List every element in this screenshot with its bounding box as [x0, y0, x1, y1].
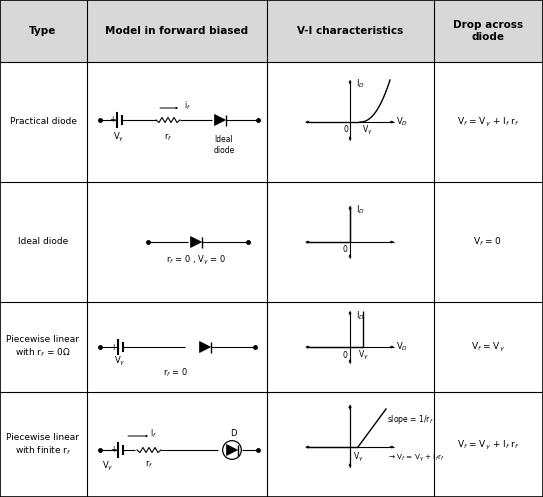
- Text: I$_f$: I$_f$: [150, 428, 157, 440]
- Text: V$_\gamma$: V$_\gamma$: [114, 354, 126, 368]
- Text: i$_f$: i$_f$: [184, 100, 191, 112]
- Text: I$_D$: I$_D$: [356, 204, 365, 217]
- Text: +: +: [110, 445, 116, 454]
- Text: 0: 0: [342, 350, 347, 359]
- Polygon shape: [226, 444, 237, 455]
- Text: Practical diode: Practical diode: [9, 117, 77, 127]
- Text: Model in forward biased: Model in forward biased: [105, 26, 249, 36]
- Text: 0: 0: [344, 125, 349, 134]
- Text: V$_\gamma$: V$_\gamma$: [362, 123, 372, 137]
- Text: r$_f$ = 0 , V$_\gamma$ = 0: r$_f$ = 0 , V$_\gamma$ = 0: [166, 253, 226, 266]
- Text: V$_\gamma$: V$_\gamma$: [358, 348, 368, 361]
- Text: V$_\gamma$: V$_\gamma$: [102, 459, 114, 473]
- Polygon shape: [191, 237, 201, 248]
- Text: r$_f$: r$_f$: [164, 131, 172, 143]
- Text: V$_\gamma$: V$_\gamma$: [113, 130, 125, 144]
- Text: Piecewise linear
with finite r$_f$: Piecewise linear with finite r$_f$: [7, 433, 79, 457]
- Bar: [0, 0, 543, 62]
- Text: Ideal diode: Ideal diode: [18, 238, 68, 247]
- Text: +: +: [110, 342, 116, 351]
- Text: V$_f$ = V$_\gamma$: V$_f$ = V$_\gamma$: [471, 340, 505, 353]
- Text: 0: 0: [342, 246, 347, 254]
- Text: V$_f$ = V$_\gamma$ + I$_f$ r$_f$: V$_f$ = V$_\gamma$ + I$_f$ r$_f$: [457, 115, 519, 129]
- Text: V$_f$ = 0: V$_f$ = 0: [473, 236, 503, 248]
- Text: Drop across
diode: Drop across diode: [453, 20, 523, 42]
- Polygon shape: [214, 114, 225, 126]
- Text: Ideal
diode: Ideal diode: [213, 135, 235, 155]
- Text: Type: Type: [29, 26, 56, 36]
- Text: r$_f$ = 0: r$_f$ = 0: [162, 367, 187, 379]
- Text: V$_D$: V$_D$: [396, 116, 408, 128]
- Text: → V$_f$ = V$_\gamma$ + I$_f$r$_f$: → V$_f$ = V$_\gamma$ + I$_f$r$_f$: [388, 452, 445, 464]
- Text: Piecewise linear
with r$_f$ = 0Ω: Piecewise linear with r$_f$ = 0Ω: [7, 335, 79, 359]
- Text: V$_D$: V$_D$: [396, 341, 408, 353]
- Text: r$_f$: r$_f$: [145, 458, 153, 470]
- Text: +: +: [109, 115, 115, 125]
- Text: V-I characteristics: V-I characteristics: [297, 26, 403, 36]
- Polygon shape: [199, 341, 211, 352]
- Text: I$_D$: I$_D$: [356, 78, 365, 90]
- Text: I$_D$: I$_D$: [356, 309, 365, 322]
- Text: V$_f$ = V$_\gamma$ + I$_f$ r$_f$: V$_f$ = V$_\gamma$ + I$_f$ r$_f$: [457, 438, 519, 452]
- Text: V$_\gamma$: V$_\gamma$: [352, 450, 363, 464]
- Text: slope = 1/r$_f$: slope = 1/r$_f$: [387, 413, 434, 425]
- Text: D: D: [230, 429, 236, 438]
